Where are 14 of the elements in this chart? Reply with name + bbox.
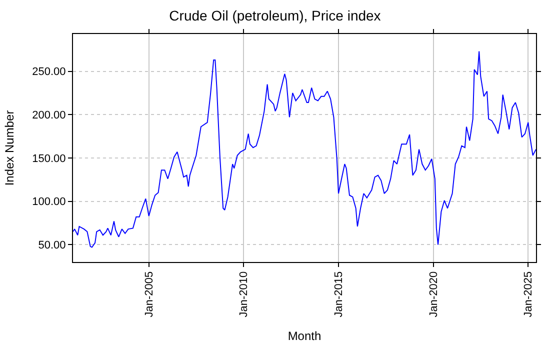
x-tick-label: Jan-2025 — [522, 271, 535, 318]
y-tick-label: 150.00 — [32, 152, 66, 165]
y-tick-label: 100.00 — [32, 196, 66, 208]
y-tick-label: 250.00 — [32, 66, 66, 78]
chart-title: Crude Oil (petroleum), Price index — [169, 8, 381, 24]
y-tick-label: 200.00 — [32, 109, 66, 122]
line-series — [73, 50, 536, 248]
x-tick-label: Jan-2020 — [428, 271, 440, 318]
x-axis-title: Month — [288, 329, 322, 344]
x-tick-label: Jan-2015 — [333, 271, 346, 318]
y-axis-title: Index Number — [2, 110, 16, 186]
x-tick-label: Jan-2005 — [143, 271, 156, 318]
y-tick-label: 50.00 — [38, 240, 66, 252]
x-tick-label: Jan-2010 — [238, 271, 250, 318]
